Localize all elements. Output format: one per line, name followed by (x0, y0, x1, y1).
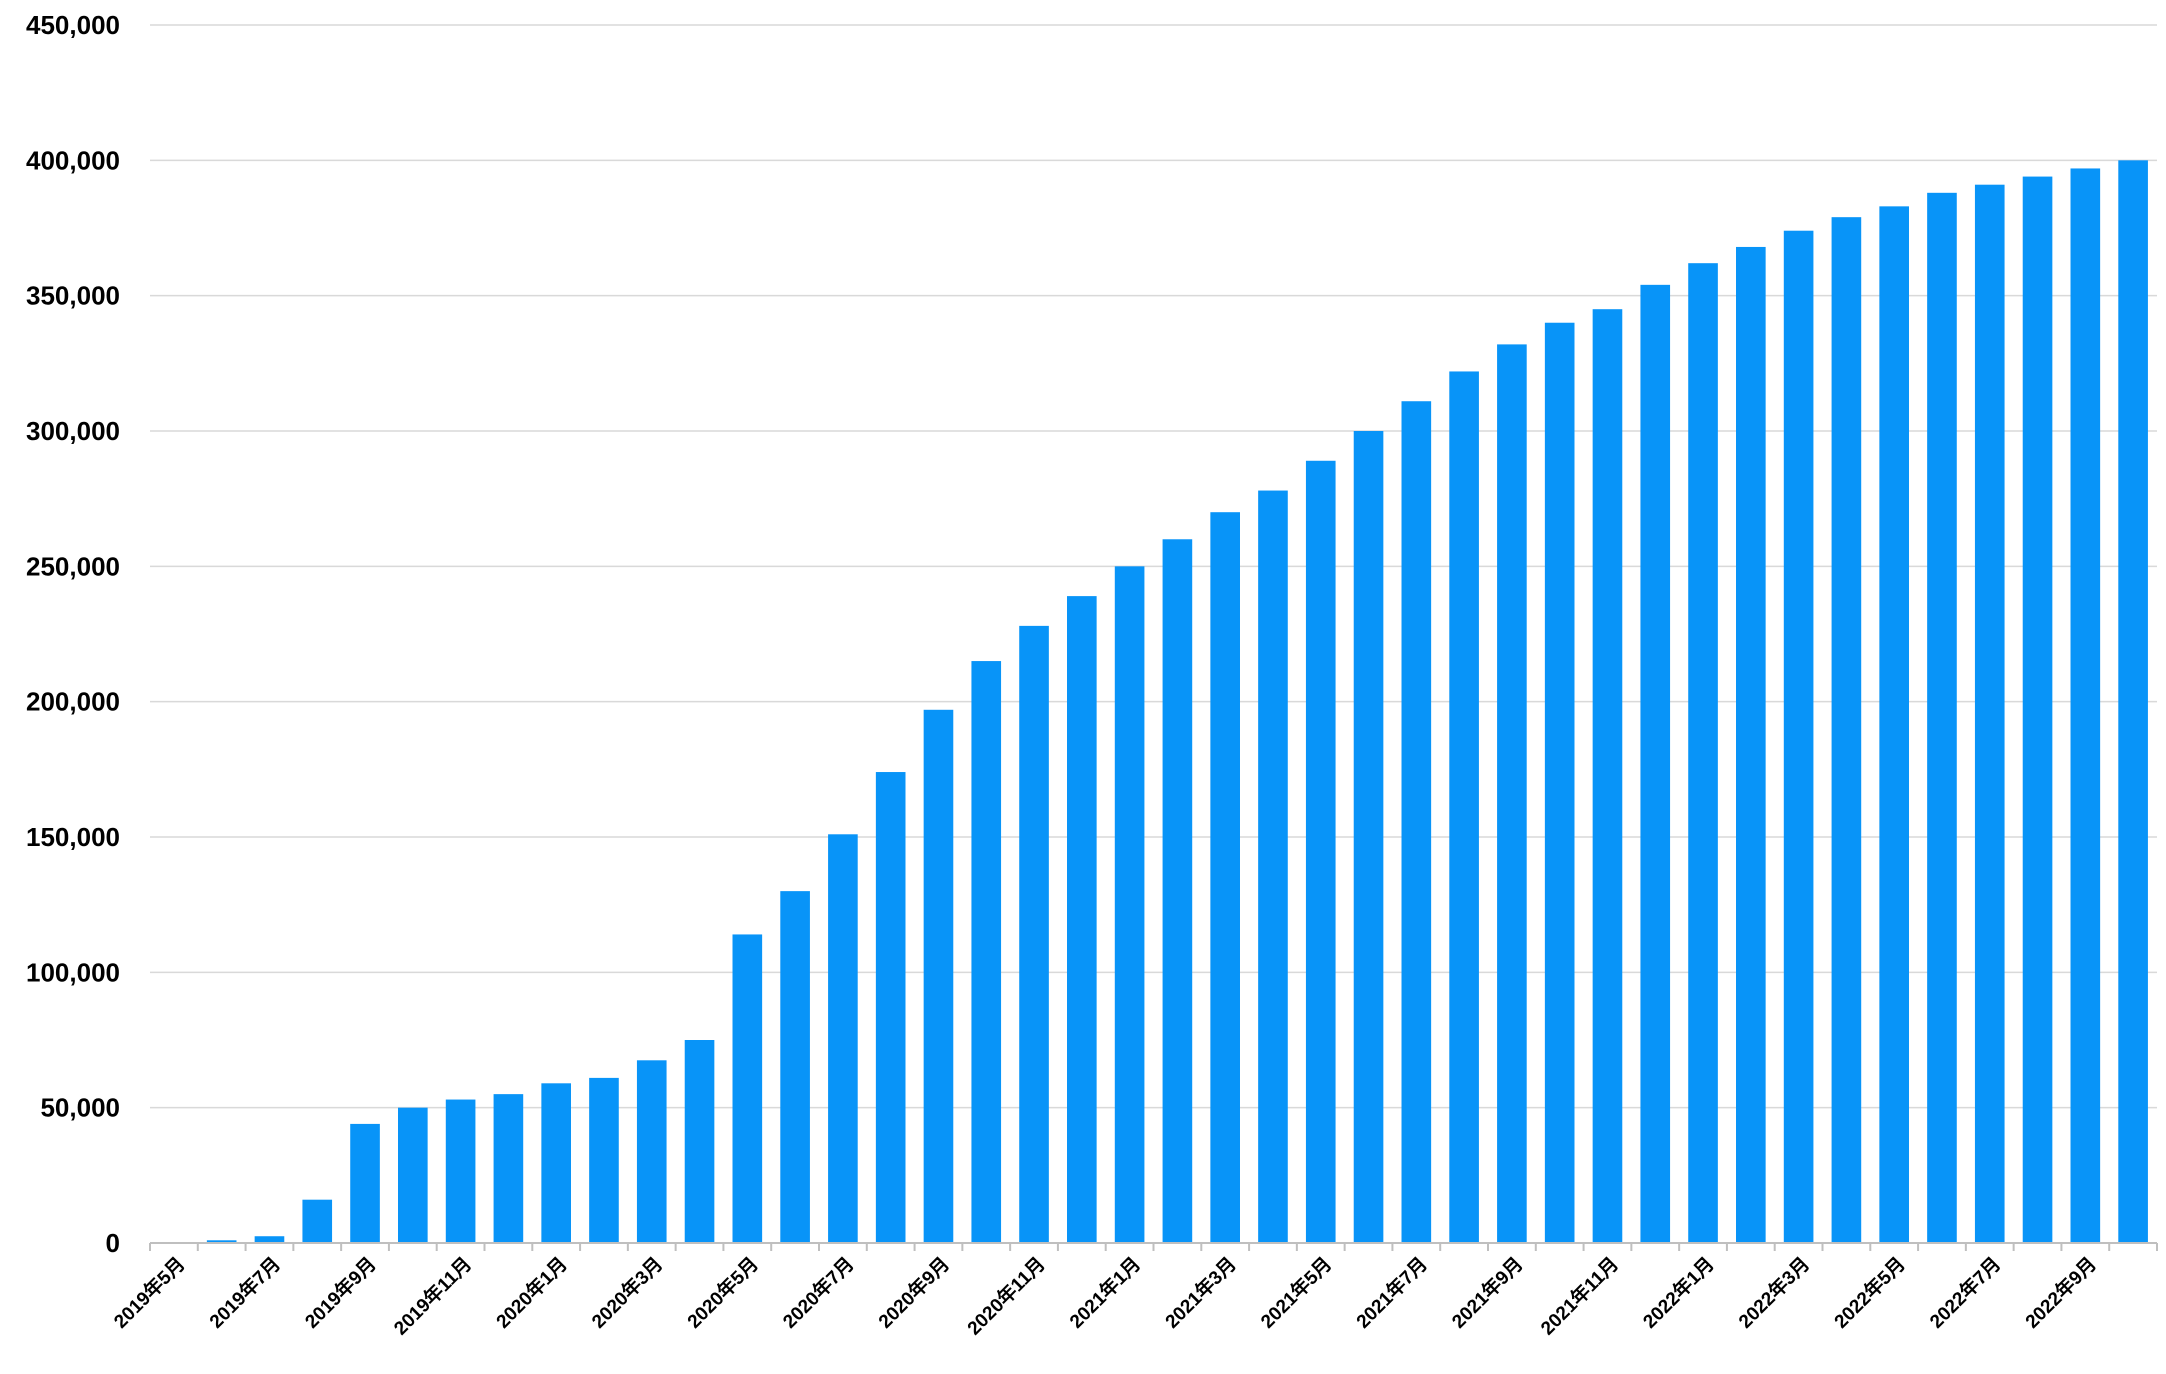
bar (302, 1200, 332, 1243)
x-tick-label: 2019年7月 (205, 1252, 285, 1332)
x-tick-label: 2022年5月 (1829, 1252, 1909, 1332)
y-tick-label: 100,000 (26, 957, 120, 987)
x-tick-label: 2021年7月 (1351, 1252, 1431, 1332)
bar (2071, 168, 2101, 1243)
y-tick-label: 300,000 (26, 416, 120, 446)
x-tick-label: 2021年1月 (1065, 1252, 1145, 1332)
bar (2023, 177, 2053, 1243)
bar (1784, 231, 1814, 1243)
x-tick-label: 2020年9月 (874, 1252, 954, 1332)
bar (1163, 539, 1193, 1243)
bar (1832, 217, 1862, 1243)
bar (828, 834, 858, 1243)
bar (255, 1236, 285, 1243)
x-tick-label: 2020年7月 (778, 1252, 858, 1332)
bar (1402, 401, 1432, 1243)
y-tick-label: 350,000 (26, 281, 120, 311)
bar (1593, 309, 1623, 1243)
bar (1497, 344, 1527, 1243)
x-axis (150, 1243, 2157, 1251)
y-axis-tick-labels: 0 50,000 100,000 150,000 200,000 250,000 300,0… (26, 10, 120, 1258)
x-tick-label: 2022年3月 (1734, 1252, 1814, 1332)
bar (2118, 160, 2148, 1243)
bar (398, 1108, 428, 1243)
x-axis-tick-labels: 2019年5月 2019年7月 2019年9月 2019年11月 2020年1月 2020… (109, 1252, 2101, 1339)
bar (446, 1100, 476, 1243)
x-tick-label: 2020年3月 (587, 1252, 667, 1332)
bar (780, 891, 810, 1243)
y-tick-label: 400,000 (26, 145, 120, 175)
bar (1019, 626, 1049, 1243)
x-tick-label: 2019年5月 (109, 1252, 189, 1332)
bar (589, 1078, 619, 1243)
bar (1067, 596, 1097, 1243)
x-tick-label: 2019年9月 (300, 1252, 380, 1332)
bar (1927, 193, 1957, 1243)
bar (1115, 566, 1145, 1243)
bar (1545, 323, 1575, 1243)
x-tick-label: 2021年3月 (1160, 1252, 1240, 1332)
bar (1688, 263, 1718, 1243)
x-tick-label: 2022年1月 (1638, 1252, 1718, 1332)
y-tick-label: 450,000 (26, 10, 120, 40)
y-tick-label: 200,000 (26, 687, 120, 717)
x-tick-label: 2022年9月 (2020, 1252, 2100, 1332)
y-tick-label: 50,000 (40, 1093, 120, 1123)
bar (1879, 206, 1909, 1243)
bar (1736, 247, 1766, 1243)
bar (1354, 431, 1384, 1243)
bar (350, 1124, 380, 1243)
bar (1210, 512, 1240, 1243)
bar (1258, 491, 1288, 1243)
bar (876, 772, 906, 1243)
bar (971, 661, 1001, 1243)
x-tick-label: 2019年11月 (389, 1252, 476, 1339)
bar (685, 1040, 715, 1243)
y-tick-label: 250,000 (26, 551, 120, 581)
bar (733, 934, 763, 1243)
bar (924, 710, 954, 1243)
x-tick-label: 2020年5月 (682, 1252, 762, 1332)
x-tick-label: 2021年9月 (1447, 1252, 1527, 1332)
bar (1975, 185, 2005, 1243)
x-tick-label: 2021年5月 (1256, 1252, 1336, 1332)
bar (637, 1060, 667, 1243)
bar (1640, 285, 1670, 1243)
y-tick-label: 0 (106, 1228, 120, 1258)
bar (494, 1094, 524, 1243)
bar (541, 1083, 571, 1243)
bar (1306, 461, 1336, 1243)
x-tick-label: 2022年7月 (1925, 1252, 2005, 1332)
y-tick-label: 150,000 (26, 822, 120, 852)
x-tick-label: 2020年11月 (962, 1252, 1049, 1339)
bar (1449, 371, 1479, 1243)
x-tick-label: 2020年1月 (491, 1252, 571, 1332)
x-tick-label: 2021年11月 (1536, 1252, 1623, 1339)
